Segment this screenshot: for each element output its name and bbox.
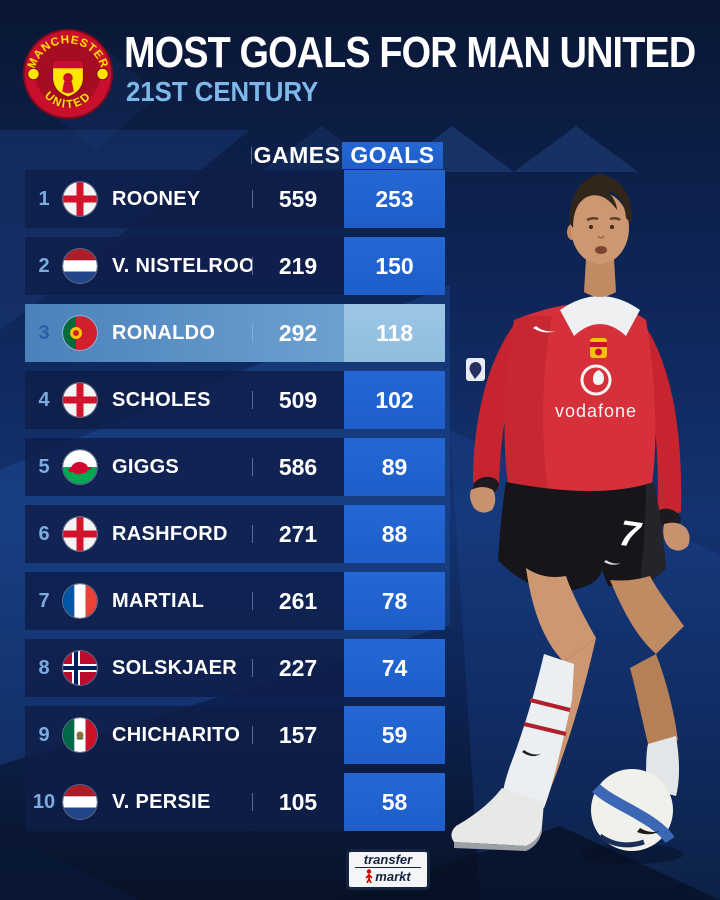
table-row: 1 ROONEY 559 253 xyxy=(25,170,445,228)
column-header-games: GAMES xyxy=(251,142,343,169)
table-row: 8 SOLSKJAER 227 74 xyxy=(25,639,445,697)
rank-label: 1 xyxy=(38,187,50,210)
rank-label: 10 xyxy=(32,790,56,813)
games-value: 292 xyxy=(252,320,344,347)
goals-value: 58 xyxy=(344,773,445,831)
table-row: 3 RONALDO 292 118 xyxy=(25,304,445,362)
games-value: 105 xyxy=(252,789,344,816)
table-row: 6 RASHFORD 271 88 xyxy=(25,505,445,563)
player-name: CHICHARITO xyxy=(112,723,241,746)
page-subtitle: 21ST CENTURY xyxy=(126,76,319,107)
player-name: SOLSKJAER xyxy=(112,656,237,679)
goals-value: 74 xyxy=(344,639,445,697)
rank-label: 2 xyxy=(38,254,50,277)
rank-label: 5 xyxy=(38,455,50,478)
rank-label: 4 xyxy=(38,388,50,411)
rank-label: 3 xyxy=(38,321,50,344)
player-name: V. PERSIE xyxy=(112,790,211,813)
rank-label: 7 xyxy=(38,589,50,612)
goals-value: 102 xyxy=(344,371,445,429)
country-flag-icon-mexico xyxy=(63,718,97,752)
table-row: 5 GIGGS 586 89 xyxy=(25,438,445,496)
column-header-goals: GOALS xyxy=(342,142,443,169)
player-name: ROONEY xyxy=(112,187,201,210)
rank-label: 6 xyxy=(38,522,50,545)
table-row: 4 SCHOLES 509 102 xyxy=(25,371,445,429)
games-value: 227 xyxy=(252,655,344,682)
goals-value: 89 xyxy=(344,438,445,496)
games-value: 219 xyxy=(252,253,344,280)
transfermarkt-figure-icon xyxy=(365,869,373,883)
country-flag-icon-england xyxy=(63,182,97,216)
transfermarkt-logo-line1: transfer xyxy=(355,853,421,868)
page-title: MOST GOALS FOR MAN UNITED xyxy=(124,28,696,77)
games-value: 509 xyxy=(252,387,344,414)
country-flag-icon-england xyxy=(63,383,97,417)
country-flag-icon-france xyxy=(63,584,97,618)
games-value: 157 xyxy=(252,722,344,749)
player-name: SCHOLES xyxy=(112,388,211,411)
player-name: GIGGS xyxy=(112,455,180,478)
goals-value: 118 xyxy=(344,304,445,362)
country-flag-icon-portugal xyxy=(63,316,97,350)
games-value: 586 xyxy=(252,454,344,481)
manchester-united-crest-icon: MANCHESTER UNITED xyxy=(22,28,114,120)
country-flag-icon-england xyxy=(63,517,97,551)
country-flag-icon-wales xyxy=(63,450,97,484)
country-flag-icon-norway xyxy=(63,651,97,685)
player-name: RONALDO xyxy=(112,321,216,344)
player-name: RASHFORD xyxy=(112,522,228,545)
games-value: 559 xyxy=(252,186,344,213)
ranking-table: 1 ROONEY 559 253 2 V. NISTELROOY 219 150… xyxy=(25,170,445,840)
svg-text:vodafone: vodafone xyxy=(555,401,637,421)
rank-label: 8 xyxy=(38,656,50,679)
table-row: 7 MARTIAL 261 78 xyxy=(25,572,445,630)
rank-label: 9 xyxy=(38,723,50,746)
goals-value: 78 xyxy=(344,572,445,630)
games-value: 271 xyxy=(252,521,344,548)
goals-value: 59 xyxy=(344,706,445,764)
goals-value: 150 xyxy=(344,237,445,295)
player-name: MARTIAL xyxy=(112,589,205,612)
country-flag-icon-netherlands xyxy=(63,785,97,819)
games-value: 261 xyxy=(252,588,344,615)
player-photo: vodafone 7 xyxy=(451,174,690,864)
goals-value: 253 xyxy=(344,170,445,228)
player-name: V. NISTELROOY xyxy=(112,254,252,277)
table-row: 10 V. PERSIE 105 58 xyxy=(25,773,445,831)
goals-value: 88 xyxy=(344,505,445,563)
country-flag-icon-netherlands xyxy=(63,249,97,283)
table-row: 2 V. NISTELROOY 219 150 xyxy=(25,237,445,295)
transfermarkt-logo: transfer markt xyxy=(346,849,430,890)
transfermarkt-logo-line2: markt xyxy=(375,868,411,884)
table-row: 9 CHICHARITO 157 59 xyxy=(25,706,445,764)
